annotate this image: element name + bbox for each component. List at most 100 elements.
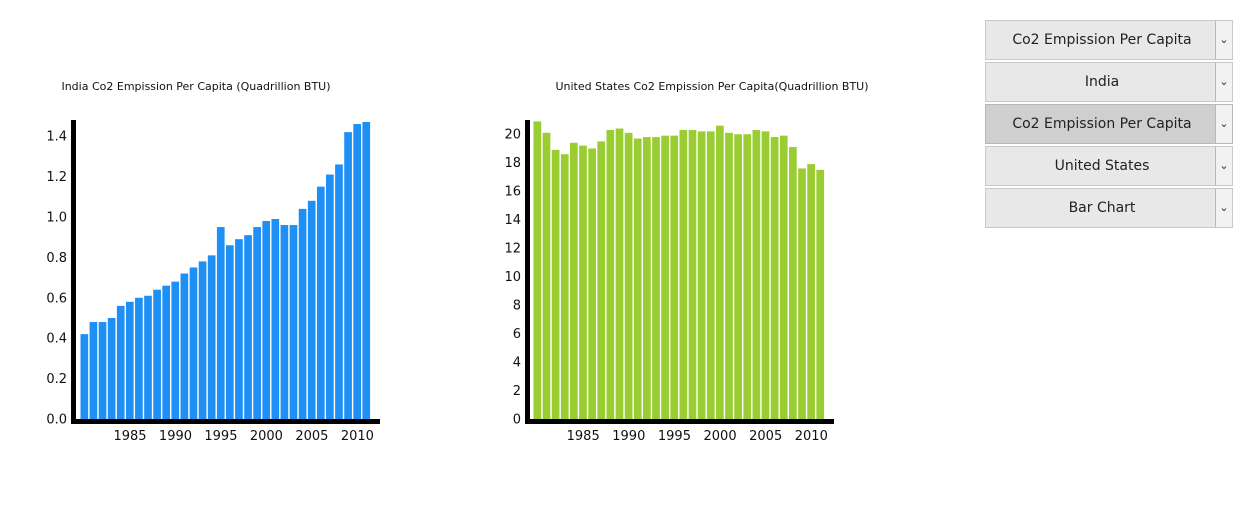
india-bar-2004 bbox=[298, 208, 307, 419]
india-y-tick-label: 0.4 bbox=[46, 332, 67, 347]
india-x-tick-label: 2000 bbox=[250, 429, 283, 444]
us-bar-1990 bbox=[624, 132, 633, 419]
india-bar-1993 bbox=[198, 261, 207, 419]
india-bar-1999 bbox=[253, 227, 261, 419]
india-bar-2005 bbox=[307, 200, 316, 419]
us-bar-1992 bbox=[643, 137, 651, 419]
us-chart-title: United States Co2 Empission Per Capita(Q… bbox=[555, 80, 868, 93]
us-bar-1985 bbox=[579, 145, 587, 419]
india-y-tick-label: 1.0 bbox=[46, 210, 67, 225]
country-select-2[interactable]: United States ⌄ bbox=[985, 146, 1233, 186]
india-bar-1987 bbox=[144, 295, 152, 419]
us-bar-1983 bbox=[560, 154, 569, 420]
india-bar-1996 bbox=[226, 245, 234, 419]
chevron-down-icon[interactable]: ⌄ bbox=[1215, 63, 1232, 101]
chart-type-select-label: Bar Chart bbox=[1068, 200, 1136, 216]
india-x-axis bbox=[71, 419, 380, 424]
metric-select-2-label: Co2 Empission Per Capita bbox=[1012, 116, 1192, 132]
us-x-tick-label: 1995 bbox=[658, 429, 691, 444]
india-bar-2009 bbox=[344, 132, 352, 419]
chevron-down-icon[interactable]: ⌄ bbox=[1215, 147, 1232, 185]
country-select-2-label: United States bbox=[1054, 158, 1150, 174]
us-bar-2008 bbox=[789, 147, 797, 420]
india-bar-2006 bbox=[316, 186, 325, 419]
india-bar-1986 bbox=[135, 297, 143, 419]
control-panel: Co2 Empission Per Capita ⌄ India ⌄ Co2 E… bbox=[985, 20, 1235, 230]
us-y-tick-label: 6 bbox=[513, 327, 521, 342]
india-bar-1995 bbox=[216, 227, 225, 419]
country-select-1[interactable]: India ⌄ bbox=[985, 62, 1233, 102]
us-x-tick-label: 1985 bbox=[567, 429, 600, 444]
india-bar-1994 bbox=[207, 255, 216, 419]
us-y-tick-label: 8 bbox=[513, 299, 521, 314]
us-bar-2009 bbox=[798, 168, 806, 419]
us-bar-1986 bbox=[588, 148, 596, 420]
us-bar-1988 bbox=[606, 129, 615, 419]
metric-select-2[interactable]: Co2 Empission Per Capita ⌄ bbox=[985, 104, 1233, 144]
us-x-tick-label: 2000 bbox=[704, 429, 737, 444]
us-y-tick-label: 20 bbox=[504, 128, 521, 143]
india-bar-1991 bbox=[180, 273, 189, 419]
country-select-1-label: India bbox=[1084, 74, 1120, 90]
india-bar-2002 bbox=[280, 225, 289, 419]
chevron-down-icon[interactable]: ⌄ bbox=[1215, 189, 1232, 227]
us-x-tick-label: 1990 bbox=[612, 429, 645, 444]
us-x-axis bbox=[525, 419, 834, 424]
us-bar-1999 bbox=[706, 131, 715, 419]
us-y-tick-label: 16 bbox=[504, 185, 521, 200]
india-y-axis bbox=[71, 120, 76, 424]
metric-select-1-label: Co2 Empission Per Capita bbox=[1012, 32, 1192, 48]
india-bar-1997 bbox=[235, 239, 243, 419]
india-bar-2003 bbox=[289, 225, 298, 419]
india-x-tick-label: 2010 bbox=[341, 429, 374, 444]
us-bar-1998 bbox=[697, 131, 706, 419]
india-bar-1981 bbox=[89, 322, 98, 419]
india-bar-1980 bbox=[80, 334, 89, 419]
us-bar-2011 bbox=[816, 169, 825, 419]
us-bar-1994 bbox=[661, 135, 669, 419]
us-y-tick-label: 18 bbox=[504, 156, 521, 171]
chart-type-select[interactable]: Bar Chart ⌄ bbox=[985, 188, 1233, 228]
us-x-tick-label: 2005 bbox=[749, 429, 782, 444]
india-x-tick-label: 1990 bbox=[159, 429, 192, 444]
chevron-down-icon[interactable]: ⌄ bbox=[1215, 105, 1232, 143]
india-bar-1988 bbox=[153, 289, 161, 419]
india-y-tick-label: 1.2 bbox=[46, 170, 67, 185]
india-bar-1982 bbox=[98, 322, 107, 419]
us-bar-1989 bbox=[615, 128, 624, 420]
us-x-tick-label: 2010 bbox=[795, 429, 828, 444]
india-bar-2001 bbox=[271, 218, 280, 419]
india-chart: India Co2 Empission Per Capita (Quadrill… bbox=[46, 80, 380, 444]
us-bar-2007 bbox=[779, 135, 788, 419]
india-bar-1989 bbox=[162, 285, 171, 419]
india-bar-2008 bbox=[335, 164, 343, 419]
us-bar-1984 bbox=[570, 142, 578, 419]
metric-select-1[interactable]: Co2 Empission Per Capita ⌄ bbox=[985, 20, 1233, 60]
chevron-down-icon[interactable]: ⌄ bbox=[1215, 21, 1232, 59]
india-y-tick-label: 1.4 bbox=[46, 130, 67, 145]
us-y-tick-label: 12 bbox=[504, 242, 521, 257]
india-x-tick-label: 2005 bbox=[295, 429, 328, 444]
india-bar-1983 bbox=[107, 317, 116, 419]
india-y-tick-label: 0.2 bbox=[46, 372, 67, 387]
us-bar-1996 bbox=[679, 129, 688, 419]
india-x-tick-label: 1995 bbox=[204, 429, 237, 444]
us-bar-2000 bbox=[716, 125, 724, 419]
us-y-axis bbox=[525, 120, 530, 424]
us-bar-2006 bbox=[770, 137, 779, 419]
us-bar-2003 bbox=[743, 134, 752, 420]
us-y-tick-label: 14 bbox=[504, 213, 521, 228]
india-bar-2007 bbox=[326, 174, 334, 419]
us-bar-1995 bbox=[670, 135, 679, 419]
us-bar-2004 bbox=[752, 129, 761, 419]
us-bar-2005 bbox=[761, 131, 770, 419]
us-bar-2001 bbox=[725, 132, 733, 419]
us-y-tick-label: 0 bbox=[513, 413, 521, 428]
us-y-tick-label: 10 bbox=[504, 270, 521, 285]
india-bar-2011 bbox=[362, 122, 371, 420]
us-bar-2010 bbox=[807, 164, 815, 419]
india-y-tick-label: 0.8 bbox=[46, 251, 67, 266]
us-chart: United States Co2 Empission Per Capita(Q… bbox=[504, 80, 868, 444]
india-chart-title: India Co2 Empission Per Capita (Quadrill… bbox=[61, 80, 330, 93]
